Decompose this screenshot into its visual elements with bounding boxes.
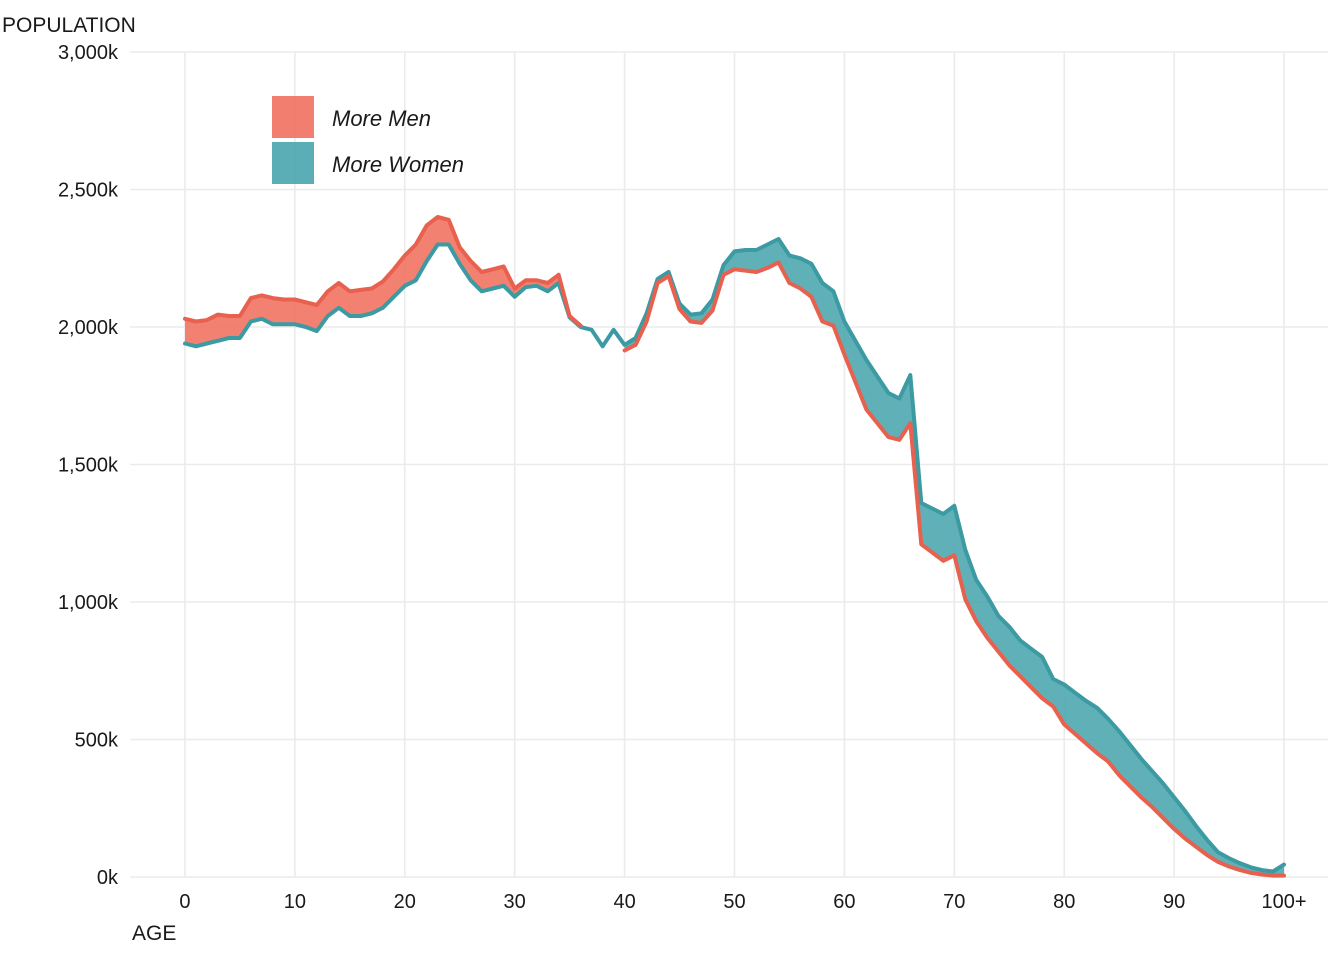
x-axis-title: AGE xyxy=(132,922,176,945)
x-tick-label-4: 40 xyxy=(613,891,635,913)
legend-swatch-more-men xyxy=(272,96,314,138)
x-tick-label-0: 0 xyxy=(179,891,190,913)
x-tick-label-2: 20 xyxy=(394,891,416,913)
y-tick-label-2: 1,000k xyxy=(58,592,119,614)
y-tick-label-5: 2,500k xyxy=(58,180,119,202)
x-tick-label-3: 30 xyxy=(504,891,526,913)
legend-label-more-women: More Women xyxy=(332,152,464,177)
x-tick-label-1: 10 xyxy=(284,891,306,913)
legend-label-more-men: More Men xyxy=(332,106,431,131)
x-tick-labels: 0 10 20 30 40 50 60 70 80 90 100+ xyxy=(179,891,1306,913)
series-lines xyxy=(183,215,1286,878)
women-line-0 xyxy=(183,237,1286,874)
legend-swatch-more-women xyxy=(272,142,314,184)
men-line-0 xyxy=(183,215,583,328)
grid xyxy=(130,51,1328,878)
y-tick-label-1: 500k xyxy=(75,730,119,752)
y-tick-label-0: 0k xyxy=(97,867,119,889)
x-tick-label-9: 90 xyxy=(1163,891,1185,913)
x-tick-label-7: 70 xyxy=(943,891,965,913)
y-axis-title: POPULATION xyxy=(2,14,136,37)
x-tick-label-10: 100+ xyxy=(1262,891,1307,913)
y-tick-label-4: 2,000k xyxy=(58,317,119,339)
y-tick-label-6: 3,000k xyxy=(58,42,119,64)
y-tick-labels: 0k 500k 1,000k 1,500k 2,000k 2,500k 3,000k xyxy=(58,42,119,889)
x-tick-label-8: 80 xyxy=(1053,891,1075,913)
x-tick-label-6: 60 xyxy=(833,891,855,913)
legend: More Men More Women xyxy=(272,96,464,184)
y-tick-label-3: 1,500k xyxy=(58,455,119,477)
men-line-1 xyxy=(622,260,1286,878)
x-tick-label-5: 50 xyxy=(723,891,745,913)
